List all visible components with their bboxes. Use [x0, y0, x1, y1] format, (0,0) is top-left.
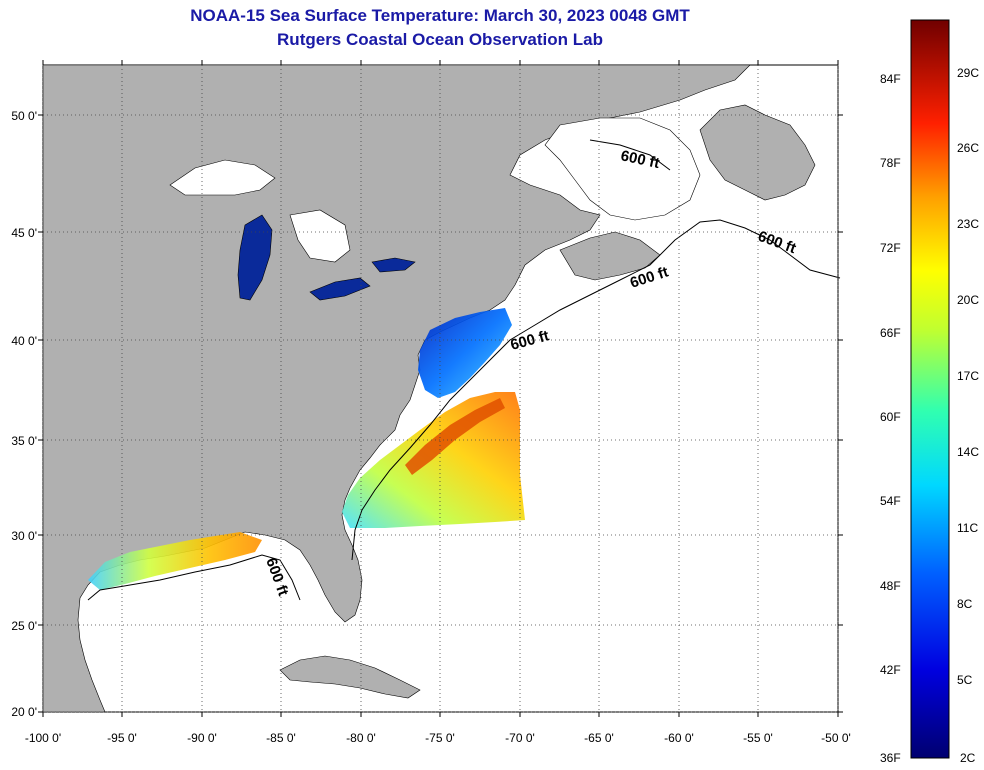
- cuba-land: [279, 655, 421, 699]
- lon-label: -80 0': [346, 731, 376, 745]
- colorbar-f-label: 78F: [880, 156, 901, 170]
- isobath-600ft-gulf: [87, 554, 301, 601]
- lon-label: -85 0': [266, 731, 296, 745]
- colorbar-c-label: 23C: [957, 217, 979, 231]
- gulf-of-mexico-sst: [88, 532, 262, 590]
- lat-label: 40 0': [11, 334, 37, 348]
- colorbar-c-label: 14C: [957, 445, 979, 459]
- colorbar-f-label: 84F: [880, 72, 901, 86]
- graticule: [42, 65, 839, 713]
- colorbar-c-label: 29C: [957, 66, 979, 80]
- lon-label: -50 0': [821, 731, 851, 745]
- colorbar-f-label: 60F: [880, 410, 901, 424]
- lake-michigan: [237, 214, 273, 301]
- colorbar-c-label: 2C: [960, 751, 976, 765]
- map-subtitle: Rutgers Coastal Ocean Observation Lab: [277, 30, 603, 49]
- colorbar: [910, 19, 950, 759]
- lat-label: 45 0': [11, 226, 37, 240]
- lake-ontario: [371, 257, 416, 273]
- ticks: [38, 60, 843, 717]
- lat-label: 35 0': [11, 434, 37, 448]
- colorbar-c-label: 20C: [957, 293, 979, 307]
- newfoundland-land: [699, 104, 816, 201]
- colorbar-f-label: 42F: [880, 663, 901, 677]
- colorbar-f-label: 36F: [880, 751, 901, 765]
- lon-label: -65 0': [584, 731, 614, 745]
- lon-label: -75 0': [425, 731, 455, 745]
- colorbar-f-label: 66F: [880, 326, 901, 340]
- lake-superior: [169, 159, 276, 196]
- gulfstream-sst: [342, 392, 525, 528]
- lat-label: 30 0': [11, 529, 37, 543]
- colorbar-c-label: 5C: [957, 673, 973, 687]
- colorbar-f-label: 48F: [880, 579, 901, 593]
- lon-label: -90 0': [187, 731, 217, 745]
- lon-label: -100 0': [25, 731, 61, 745]
- colorbar-c-label: 17C: [957, 369, 979, 383]
- lon-label: -60 0': [664, 731, 694, 745]
- lake-erie: [309, 277, 371, 301]
- lat-label: 20 0': [11, 705, 37, 719]
- lat-label: 25 0': [11, 619, 37, 633]
- nova-scotia-land: [559, 231, 661, 281]
- lat-label: 50 0': [11, 109, 37, 123]
- lake-huron: [289, 209, 351, 263]
- isobath-600ft: [351, 219, 841, 561]
- gulfstream-core: [405, 398, 505, 475]
- isobath-600ft-stlawrence: [589, 139, 671, 171]
- lon-label: -55 0': [743, 731, 773, 745]
- map-title: NOAA-15 Sea Surface Temperature: March 3…: [190, 6, 690, 25]
- colorbar-f-label: 72F: [880, 241, 901, 255]
- colorbar-c-label: 8C: [957, 597, 973, 611]
- gulf-st-lawrence: [544, 117, 701, 221]
- colorbar-c-label: 11C: [957, 521, 978, 535]
- lon-label: -95 0': [107, 731, 137, 745]
- shelf-sst-blue: [418, 308, 512, 398]
- colorbar-c-label: 26C: [957, 141, 979, 155]
- colorbar-f-label: 54F: [880, 494, 901, 508]
- lon-label: -70 0': [505, 731, 535, 745]
